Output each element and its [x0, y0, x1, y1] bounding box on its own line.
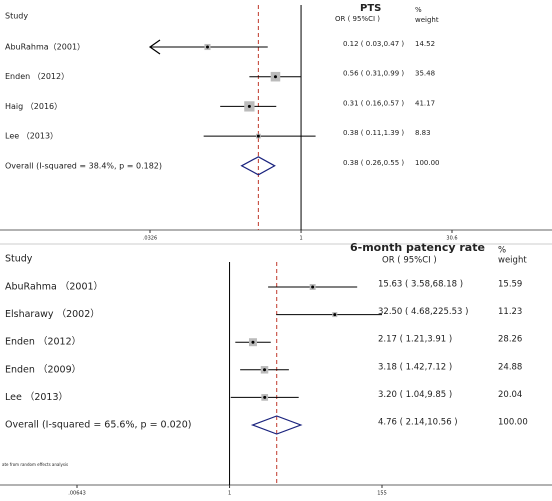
point-estimate: [256, 134, 260, 138]
study-label: Haig （2016）: [5, 102, 62, 111]
weight-header: weight: [498, 256, 527, 266]
weight-label: 15.59: [498, 280, 522, 290]
weight-label: 35.48: [415, 70, 435, 78]
x-tick-label: 1: [228, 491, 231, 497]
study-label: Elsharawy （2002）: [5, 308, 100, 320]
ci-arrow: [148, 39, 161, 55]
stat-header: OR ( 95%CI ): [382, 256, 437, 266]
weight-label: 24.88: [498, 362, 522, 372]
or-label: 0.38 ( 0.26,0.55 ): [343, 159, 404, 167]
or-label: 0.12 ( 0.03,0.47 ): [343, 40, 404, 48]
point-estimate: [311, 285, 315, 289]
stat-header: OR ( 95%CI ): [335, 15, 380, 23]
point-estimate: [263, 368, 267, 372]
or-label: 0.56 ( 0.31,0.99 ): [343, 70, 404, 78]
point-estimate: [251, 340, 255, 344]
study-label: Lee （2013）: [5, 132, 58, 141]
footnote: ate from random effects analysis: [2, 462, 68, 467]
point-estimate: [263, 395, 267, 399]
weight-header: weight: [415, 16, 439, 24]
study-label: AbuRahma （2001）: [5, 281, 103, 293]
weight-label: 8.83: [415, 129, 431, 137]
study-header: Study: [5, 12, 28, 21]
weight-header: %: [415, 6, 422, 14]
x-tick-label: 30.6: [446, 236, 457, 242]
study-label: Enden （2012）: [5, 336, 81, 348]
or-label: 32.50 ( 4.68,225.53 ): [378, 307, 468, 317]
or-label: 0.31 ( 0.16,0.57 ): [343, 99, 404, 107]
x-tick-label: 155: [377, 491, 387, 497]
point-estimate: [247, 104, 251, 108]
chart-title: 6-month patency rate: [350, 241, 485, 254]
or-label: 3.20 ( 1.04,9.85 ): [378, 390, 452, 400]
point-estimate: [333, 313, 337, 317]
weight-label: 20.04: [498, 390, 522, 400]
or-label: 4.76 ( 2.14,10.56 ): [378, 418, 458, 428]
study-label: Enden （2012）: [5, 72, 69, 81]
overall-diamond: [240, 156, 276, 176]
study-label: Overall (I-squared = 65.6%, p = 0.020): [5, 420, 191, 431]
chart-title: PTS: [360, 3, 381, 14]
or-label: 2.17 ( 1.21,3.91 ): [378, 335, 452, 345]
weight-header: %: [498, 246, 506, 256]
weight-label: 100.00: [415, 159, 440, 167]
x-tick-label: .00643: [68, 491, 86, 497]
weight-label: 28.26: [498, 335, 522, 345]
point-estimate: [273, 75, 277, 79]
overall-diamond: [250, 415, 303, 435]
study-label: Overall (I-squared = 38.4%, p = 0.182): [5, 161, 162, 170]
x-tick-label: 1: [299, 236, 302, 242]
weight-label: 11.23: [498, 307, 522, 317]
study-header: Study: [5, 254, 33, 265]
study-label: AbuRahma（2001）: [5, 43, 85, 52]
x-tick-label: .0326: [143, 236, 157, 242]
point-estimate: [206, 45, 210, 49]
study-label: Enden （2009）: [5, 363, 81, 375]
or-label: 3.18 ( 1.42,7.12 ): [378, 362, 452, 372]
study-label: Lee （2013）: [5, 391, 68, 403]
weight-label: 41.17: [415, 99, 435, 107]
or-label: 0.38 ( 0.11,1.39 ): [343, 129, 404, 137]
weight-label: 100.00: [498, 418, 528, 428]
weight-label: 14.52: [415, 40, 435, 48]
or-label: 15.63 ( 3.58,68.18 ): [378, 280, 463, 290]
